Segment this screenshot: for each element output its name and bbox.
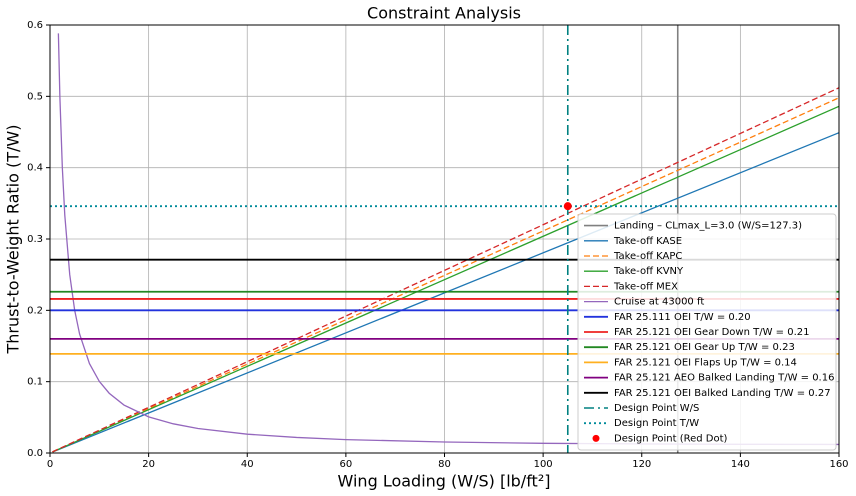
legend-label: Take-off KASE [613, 236, 682, 247]
series-line [52, 105, 839, 453]
design-point [563, 202, 572, 211]
chart-title: Constraint Analysis [367, 4, 521, 23]
legend-label: FAR 25.121 AEO Balked Landing T/W = 0.16 [614, 373, 834, 384]
x-tick-label: 60 [340, 459, 353, 470]
x-tick-label: 20 [142, 459, 155, 470]
legend-label: FAR 25.121 OEI Flaps Up T/W = 0.14 [614, 357, 797, 368]
y-tick-label: 0.1 [27, 377, 43, 388]
y-axis-label: Thrust-to-Weight Ratio (T/W) [4, 125, 23, 355]
y-tick-label: 0.6 [27, 20, 43, 31]
x-tick-label: 140 [731, 459, 750, 470]
legend-label: FAR 25.121 OEI Balked Landing T/W = 0.27 [614, 388, 831, 399]
legend-label: Design Point T/W [614, 418, 699, 429]
x-tick-label: 0 [47, 459, 53, 470]
legend-label: Take-off KVNY [613, 266, 684, 277]
legend-label: Cruise at 43000 ft [614, 297, 704, 308]
legend-label: FAR 25.121 OEI Gear Up T/W = 0.23 [614, 342, 795, 353]
x-axis-label: Wing Loading (W/S) [lb/ft²] [338, 472, 551, 491]
legend-label: FAR 25.111 OEI T/W = 0.20 [614, 312, 751, 323]
legend-label: Design Point W/S [614, 403, 699, 414]
legend-label: Landing – CLmax_L=3.0 (W/S=127.3) [614, 221, 802, 232]
x-tick-label: 160 [829, 459, 848, 470]
legend-box [577, 213, 837, 451]
x-tick-label: 80 [438, 459, 451, 470]
legend-label: FAR 25.121 OEI Gear Down T/W = 0.21 [614, 327, 810, 338]
legend-marker [592, 434, 600, 442]
series-line [52, 87, 839, 453]
x-tick-label: 100 [534, 459, 553, 470]
y-tick-label: 0.2 [27, 305, 43, 316]
legend-label: Take-off KAPC [613, 251, 682, 262]
x-tick-label: 120 [632, 459, 651, 470]
y-tick-label: 0.5 [27, 91, 43, 102]
legend-label: Take-off MEX [613, 281, 678, 292]
plot-frame [49, 24, 840, 454]
x-tick-label: 40 [241, 459, 254, 470]
y-tick-label: 0.0 [27, 448, 43, 459]
y-tick-label: 0.3 [27, 234, 43, 245]
legend-label: Design Point (Red Dot) [614, 433, 728, 444]
y-tick-label: 0.4 [27, 163, 43, 174]
series-line [57, 33, 839, 446]
